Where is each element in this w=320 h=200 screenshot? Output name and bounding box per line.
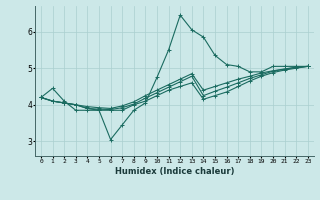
X-axis label: Humidex (Indice chaleur): Humidex (Indice chaleur) [115, 167, 234, 176]
